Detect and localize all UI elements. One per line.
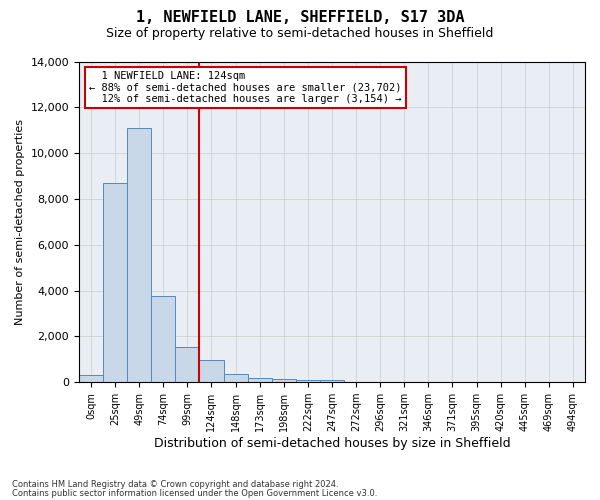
- Bar: [320, 380, 344, 382]
- Bar: [175, 346, 199, 382]
- Bar: [151, 296, 175, 382]
- Text: Size of property relative to semi-detached houses in Sheffield: Size of property relative to semi-detach…: [106, 28, 494, 40]
- Y-axis label: Number of semi-detached properties: Number of semi-detached properties: [15, 119, 25, 325]
- Bar: [127, 128, 151, 382]
- Text: 1 NEWFIELD LANE: 124sqm  
← 88% of semi-detached houses are smaller (23,702)
  1: 1 NEWFIELD LANE: 124sqm ← 88% of semi-de…: [89, 71, 401, 104]
- Text: Contains public sector information licensed under the Open Government Licence v3: Contains public sector information licen…: [12, 488, 377, 498]
- Bar: [248, 378, 272, 382]
- Bar: [103, 183, 127, 382]
- Bar: [199, 360, 224, 382]
- Text: Contains HM Land Registry data © Crown copyright and database right 2024.: Contains HM Land Registry data © Crown c…: [12, 480, 338, 489]
- Bar: [296, 380, 320, 382]
- Bar: [272, 379, 296, 382]
- X-axis label: Distribution of semi-detached houses by size in Sheffield: Distribution of semi-detached houses by …: [154, 437, 510, 450]
- Bar: [79, 376, 103, 382]
- Text: 1, NEWFIELD LANE, SHEFFIELD, S17 3DA: 1, NEWFIELD LANE, SHEFFIELD, S17 3DA: [136, 10, 464, 25]
- Bar: [224, 374, 248, 382]
